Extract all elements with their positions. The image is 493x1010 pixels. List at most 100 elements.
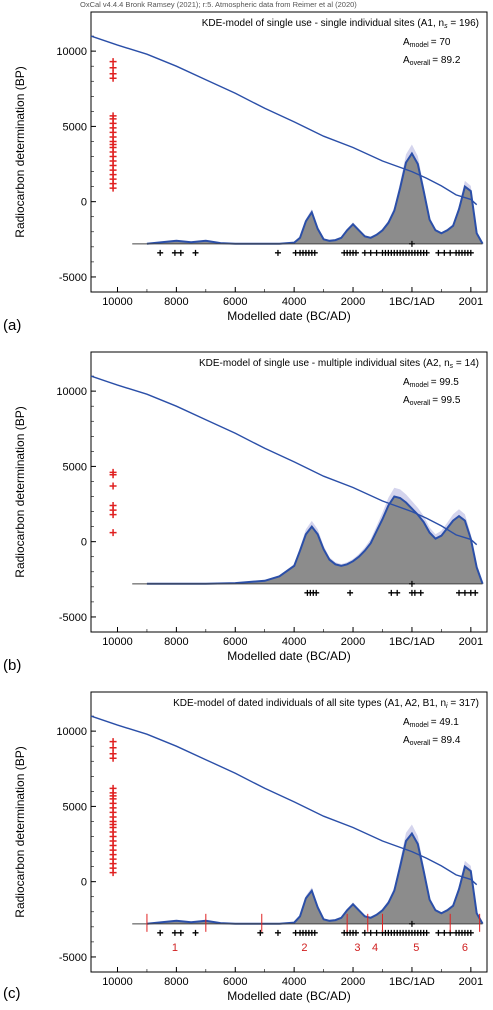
chart-title-sub: i — [446, 703, 448, 710]
dated-sample-mark — [435, 249, 442, 256]
chart-title-end: = 317) — [448, 698, 479, 709]
chart-title-text: KDE-model of single use - multiple indiv… — [199, 358, 450, 369]
x-tick-label: 4000 — [282, 636, 306, 648]
chart-title-sub: s — [450, 363, 454, 370]
dated-sample-mark — [313, 589, 320, 596]
a-overall-value: = 89.4 — [432, 735, 461, 746]
x-tick-label: 10000 — [102, 636, 133, 648]
x-tick-label: 8000 — [164, 296, 188, 308]
panel-label: (b) — [3, 657, 21, 674]
dated-sample-mark — [388, 589, 395, 596]
a-model-label: Amodel = 49.1 — [403, 717, 459, 729]
chart-title: KDE-model of single use - single individ… — [202, 18, 479, 30]
x-axis-label: Modelled date (BC/AD) — [227, 649, 350, 663]
y-tick-label: 10000 — [56, 726, 87, 738]
dated-sample-mark — [467, 929, 474, 936]
dated-sample-mark — [274, 249, 281, 256]
a-model-value: = 70 — [431, 37, 451, 48]
x-tick-label: 8000 — [164, 976, 188, 988]
x-tick-label: 1BC/1AD — [389, 976, 435, 988]
x-tick-label: 10000 — [102, 296, 133, 308]
chart-panel-1: 10000 5000 0 -5000 10000 8000 6000 4000 2000 1BC/… — [3, 11, 488, 334]
undated-c14-mark — [109, 529, 117, 537]
dated-sample-mark — [192, 249, 199, 256]
a-overall-letter: A — [403, 735, 410, 746]
a-model-sub: model — [410, 722, 430, 729]
undated-c14-mark — [109, 471, 117, 479]
a-overall-value: = 99.5 — [432, 395, 461, 406]
plot-frame — [90, 691, 488, 973]
y-tick-label: 10000 — [56, 46, 87, 58]
a-overall-sub: overall — [410, 400, 431, 407]
dated-sample-mark — [394, 589, 401, 596]
chart-panel-2: 10000 5000 0 -5000 10000 8000 6000 4000 2000 1BC/… — [3, 351, 488, 674]
x-tick-label: 2000 — [341, 976, 365, 988]
undated-c14-mark — [109, 754, 117, 762]
dated-sample-mark — [311, 249, 318, 256]
credit-line: OxCal v4.4.4 Bronk Ramsey (2021); r:5. A… — [80, 0, 357, 9]
a-model-letter: A — [403, 717, 410, 728]
x-tick-label: 8000 — [164, 636, 188, 648]
chart-title-text: KDE-model of single use - single individ… — [202, 18, 444, 29]
y-tick-label: 5000 — [63, 121, 87, 133]
dated-sample-mark — [311, 929, 318, 936]
phase-label: 2 — [301, 942, 307, 954]
a-model-sub: model — [410, 382, 430, 389]
a-model-value: = 49.1 — [431, 717, 460, 728]
y-tick-label: 5000 — [63, 801, 87, 813]
x-axis-label: Modelled date (BC/AD) — [227, 989, 350, 1003]
a-model-value: = 99.5 — [431, 377, 460, 388]
density-area — [146, 153, 483, 244]
dated-sample-mark — [435, 929, 442, 936]
calibration-curve — [90, 35, 478, 206]
chart-title: KDE-model of single use - multiple indiv… — [199, 358, 479, 370]
dated-sample-mark — [361, 929, 368, 936]
x-tick-label: 2001 — [459, 296, 483, 308]
undated-c14-mark — [109, 869, 117, 877]
x-tick-label: 1BC/1AD — [389, 296, 435, 308]
x-tick-label: 1BC/1AD — [389, 636, 435, 648]
phase-label: 5 — [413, 942, 419, 954]
a-overall-sub: overall — [410, 60, 431, 67]
x-tick-label: 6000 — [223, 976, 247, 988]
panel-label: (a) — [3, 317, 21, 334]
x-tick-label: 2001 — [459, 976, 483, 988]
a-overall-letter: A — [403, 395, 410, 406]
undated-c14-mark — [109, 482, 117, 490]
chart-title-text: KDE-model of dated individuals of all si… — [173, 698, 446, 709]
dated-sample-mark — [417, 589, 424, 596]
dated-sample-mark — [157, 249, 164, 256]
x-tick-label: 10000 — [102, 976, 133, 988]
a-model-letter: A — [403, 377, 410, 388]
plot-frame — [90, 11, 488, 293]
phase-label: 6 — [462, 942, 468, 954]
a-overall-label: Aoverall = 89.2 — [403, 55, 461, 67]
y-axis-label: Radiocarbon determination (BP) — [13, 66, 27, 237]
dated-sample-mark — [467, 249, 474, 256]
x-axis-label: Modelled date (BC/AD) — [227, 309, 350, 323]
x-tick-label: 6000 — [223, 636, 247, 648]
y-tick-label: 0 — [81, 877, 87, 889]
origin-marker — [408, 240, 415, 247]
chart-title-sub: s — [444, 23, 448, 30]
y-tick-label: -5000 — [59, 612, 87, 624]
undated-c14-mark — [109, 738, 117, 746]
x-tick-label: 4000 — [282, 296, 306, 308]
a-overall-letter: A — [403, 55, 410, 66]
dated-sample-mark — [411, 589, 418, 596]
a-model-label: Amodel = 99.5 — [403, 377, 459, 389]
a-model-sub: model — [410, 42, 430, 49]
panel-label: (c) — [3, 985, 21, 1002]
dated-sample-mark — [171, 929, 178, 936]
dated-sample-mark — [461, 589, 468, 596]
dated-sample-mark — [274, 929, 281, 936]
dated-sample-mark — [456, 589, 463, 596]
calibration-curve — [90, 375, 478, 546]
x-tick-label: 2000 — [341, 636, 365, 648]
dated-sample-mark — [472, 589, 479, 596]
dated-sample-mark — [257, 929, 264, 936]
y-axis-label: Radiocarbon determination (BP) — [13, 746, 27, 917]
dated-sample-mark — [192, 929, 199, 936]
dated-sample-mark — [171, 249, 178, 256]
y-tick-label: 0 — [81, 197, 87, 209]
